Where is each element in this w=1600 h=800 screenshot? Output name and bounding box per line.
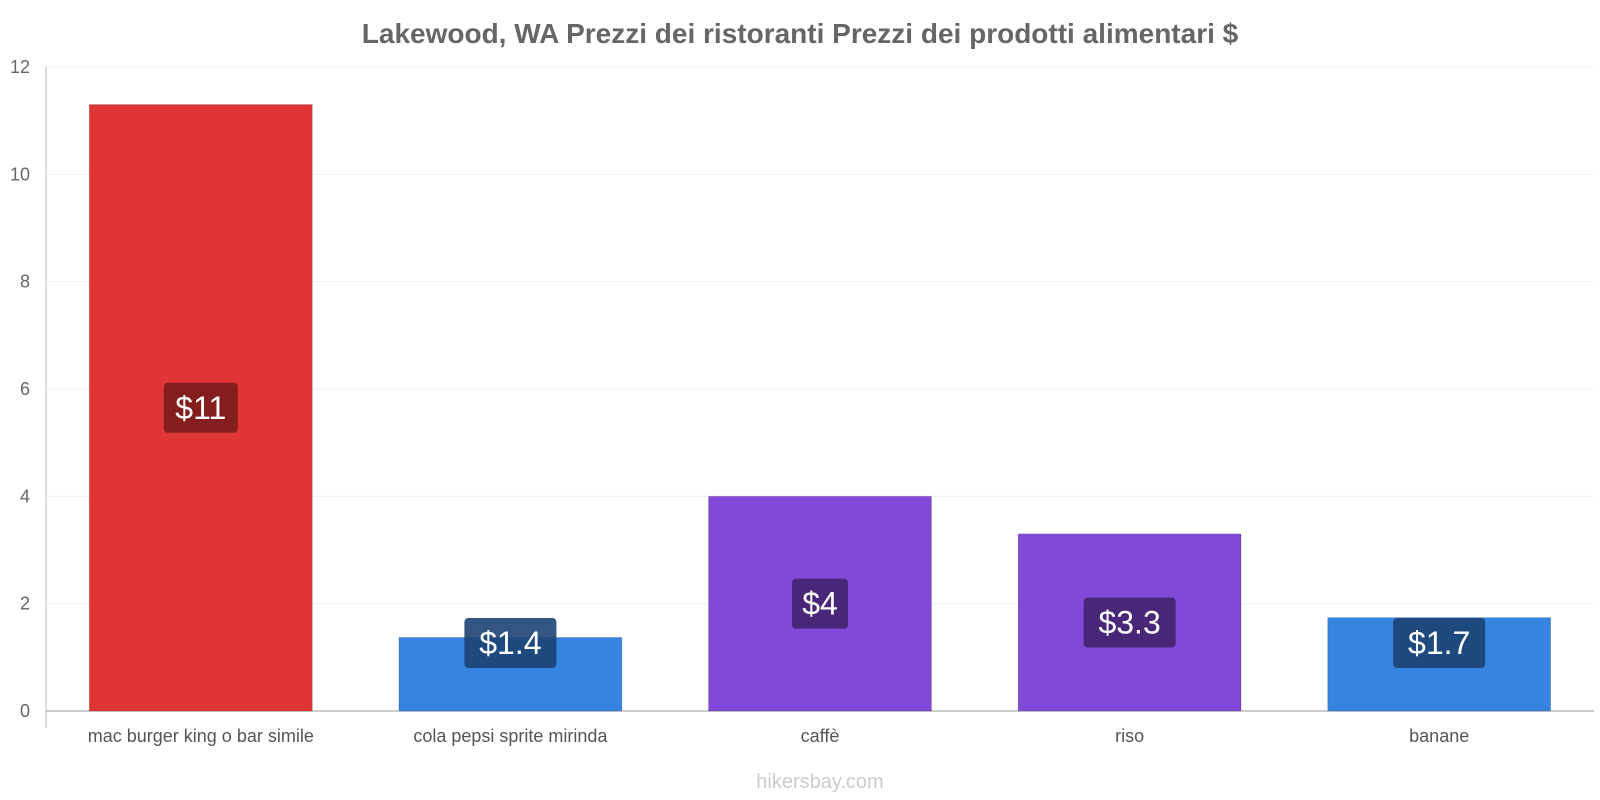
- data-label: $1.7: [1408, 625, 1470, 661]
- data-label: $3.3: [1098, 604, 1160, 640]
- x-category-label: riso: [1115, 726, 1144, 746]
- x-category-label: caffè: [801, 726, 840, 746]
- data-label: $4: [802, 586, 838, 622]
- x-category-label: cola pepsi sprite mirinda: [413, 726, 608, 746]
- data-label: $1.4: [479, 625, 541, 661]
- data-labels: $11 $1.4 $4 $3.3 $1.7: [163, 382, 1486, 668]
- y-tick-label: 10: [10, 164, 30, 184]
- data-label-box: [792, 578, 848, 629]
- x-category-label: mac burger king o bar simile: [88, 726, 314, 746]
- y-tick-label: 4: [20, 486, 30, 506]
- watermark: hikersbay.com: [756, 771, 883, 793]
- x-category-label: banane: [1409, 726, 1469, 746]
- y-tick-label: 8: [20, 272, 30, 292]
- y-tick-label: 2: [20, 594, 30, 614]
- data-label-box: [1393, 618, 1486, 668]
- x-axis-labels: mac burger king o bar simile cola pepsi s…: [88, 726, 1469, 746]
- y-tick-label: 12: [10, 57, 30, 77]
- data-label: $11: [175, 390, 226, 426]
- y-axis-ticks: 0 2 4 6 8 10 12: [10, 57, 30, 721]
- data-label-box: [464, 618, 557, 668]
- y-tick-label: 6: [20, 379, 30, 399]
- y-tick-label: 0: [20, 701, 30, 721]
- data-label-box: [163, 382, 238, 433]
- chart-title: Lakewood, WA Prezzi dei ristoranti Prezz…: [362, 18, 1239, 49]
- data-label-box: [1083, 597, 1176, 648]
